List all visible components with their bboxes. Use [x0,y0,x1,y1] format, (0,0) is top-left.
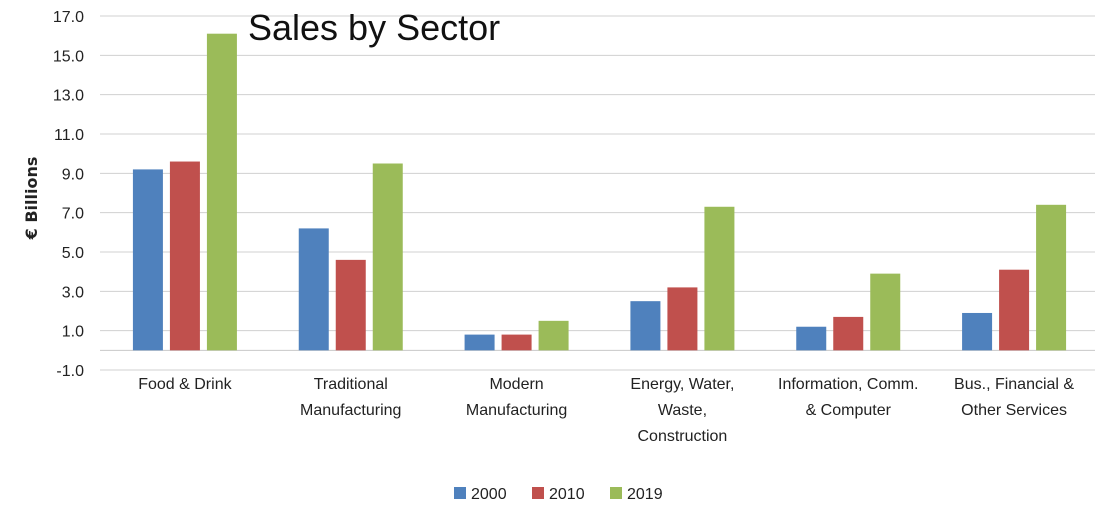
x-category-label: & Computer [806,402,892,419]
y-tick-label: 11.0 [54,127,84,144]
bar-2019 [206,33,237,351]
y-tick-label: 15.0 [53,48,84,65]
y-tick-label: 1.0 [62,324,84,341]
x-category-label: Manufacturing [300,402,401,419]
chart-title: Sales by Sector [248,7,500,48]
bar-2019 [538,320,569,351]
bar-2010 [169,161,200,351]
y-axis-label: € Billions [22,157,41,241]
legend: 2000 2010 2019 [454,486,663,503]
legend-label: 2000 [471,486,507,503]
y-tick-label: 9.0 [62,166,84,183]
bar-2019 [870,273,901,351]
y-tick-label: 17.0 [53,9,84,26]
x-category-label: Construction [638,428,728,445]
bar-2019 [704,206,735,351]
bar-2000 [796,326,827,351]
y-tick-label: 13.0 [53,88,84,105]
x-category-label: Modern [489,376,543,393]
bar-2010 [833,316,864,351]
x-category-label: Other Services [961,402,1067,419]
gridlines [100,15,1095,371]
bar-2000 [962,312,993,351]
x-category-label: Manufacturing [466,402,567,419]
bar-2010 [501,334,532,351]
bar-2000 [630,301,661,351]
bar-2010 [667,287,698,351]
x-category-label: Information, Comm. [778,376,918,393]
bar-2000 [298,228,329,351]
x-axis-categories: Food & Drink Traditional Manufacturing Mode… [138,376,1074,445]
x-category-label: Energy, Water, [630,376,734,393]
x-category-label: Waste, [658,402,707,419]
legend-swatch-2019 [610,487,622,499]
x-category-label: Food & Drink [138,376,232,393]
bars [132,33,1067,351]
bar-2019 [1036,204,1067,351]
legend-label: 2019 [627,486,663,503]
legend-swatch-2010 [532,487,544,499]
y-tick-label: 3.0 [62,284,84,301]
x-category-label: Bus., Financial & [954,376,1074,393]
bar-2010 [999,269,1030,351]
bar-2010 [335,259,366,351]
legend-label: 2010 [549,486,585,503]
legend-swatch-2000 [454,487,466,499]
bar-2000 [464,334,495,351]
y-tick-label: 7.0 [62,206,84,223]
bar-2019 [372,163,403,351]
y-tick-label: 5.0 [62,245,84,262]
y-tick-label: -1.0 [56,363,84,380]
x-category-label: Traditional [314,376,388,393]
bar-2000 [132,169,163,351]
y-axis-ticks: -1.0 1.0 3.0 5.0 7.0 9.0 11.0 13.0 15.0 17.0 [53,9,84,380]
